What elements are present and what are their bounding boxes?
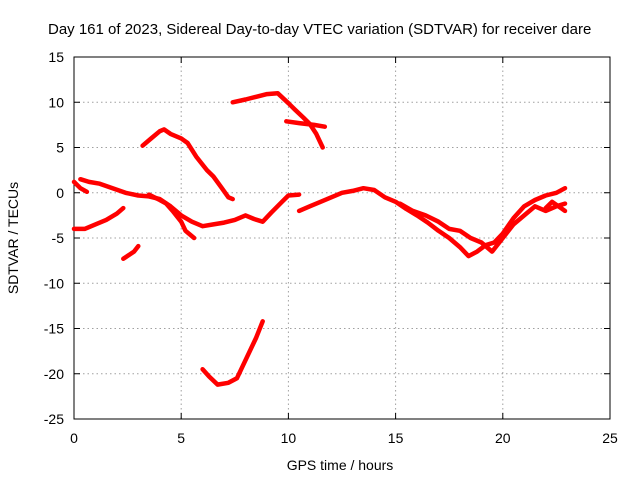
x-tick-label: 5 [177, 430, 185, 446]
y-tick-labels: 15 10 5 0 -5 -10 -15 -20 -25 [44, 49, 64, 427]
series-track-10 [296, 185, 568, 259]
axis-ticks [73, 56, 611, 420]
x-tick-label: 0 [70, 430, 78, 446]
y-tick-label: -15 [44, 321, 64, 337]
series-track-9 [284, 119, 328, 129]
y-tick-label: -5 [52, 230, 65, 246]
chart-title: Day 161 of 2023, Sidereal Day-to-day VTE… [48, 21, 591, 38]
y-tick-label: 0 [56, 185, 64, 201]
series-track-8 [230, 90, 325, 150]
y-tick-label: -20 [44, 366, 64, 382]
series-track-7 [200, 319, 265, 387]
series-track-1 [71, 179, 90, 195]
x-tick-label: 20 [495, 430, 511, 446]
x-tick-labels: 0 5 10 15 20 25 [70, 430, 618, 446]
x-tick-label: 10 [281, 430, 297, 446]
series-track-5 [140, 127, 235, 202]
series-track-4 [121, 243, 141, 262]
series-track-12 [543, 199, 568, 214]
series-track-2 [71, 205, 126, 232]
series-track-3 [78, 176, 302, 229]
y-axis-label: SDTVAR / TECUs [5, 182, 21, 294]
series-track-11 [397, 201, 568, 254]
y-tick-label: 10 [48, 94, 64, 110]
series-track-6 [146, 192, 197, 241]
grid [74, 57, 610, 419]
y-tick-label: -10 [44, 275, 64, 291]
x-tick-label: 15 [388, 430, 404, 446]
x-tick-label: 25 [602, 430, 618, 446]
data-series [71, 90, 568, 387]
y-tick-label: 15 [48, 49, 64, 65]
y-tick-label: 5 [56, 140, 64, 156]
x-axis-label: GPS time / hours [287, 457, 394, 473]
y-tick-label: -25 [44, 411, 64, 427]
